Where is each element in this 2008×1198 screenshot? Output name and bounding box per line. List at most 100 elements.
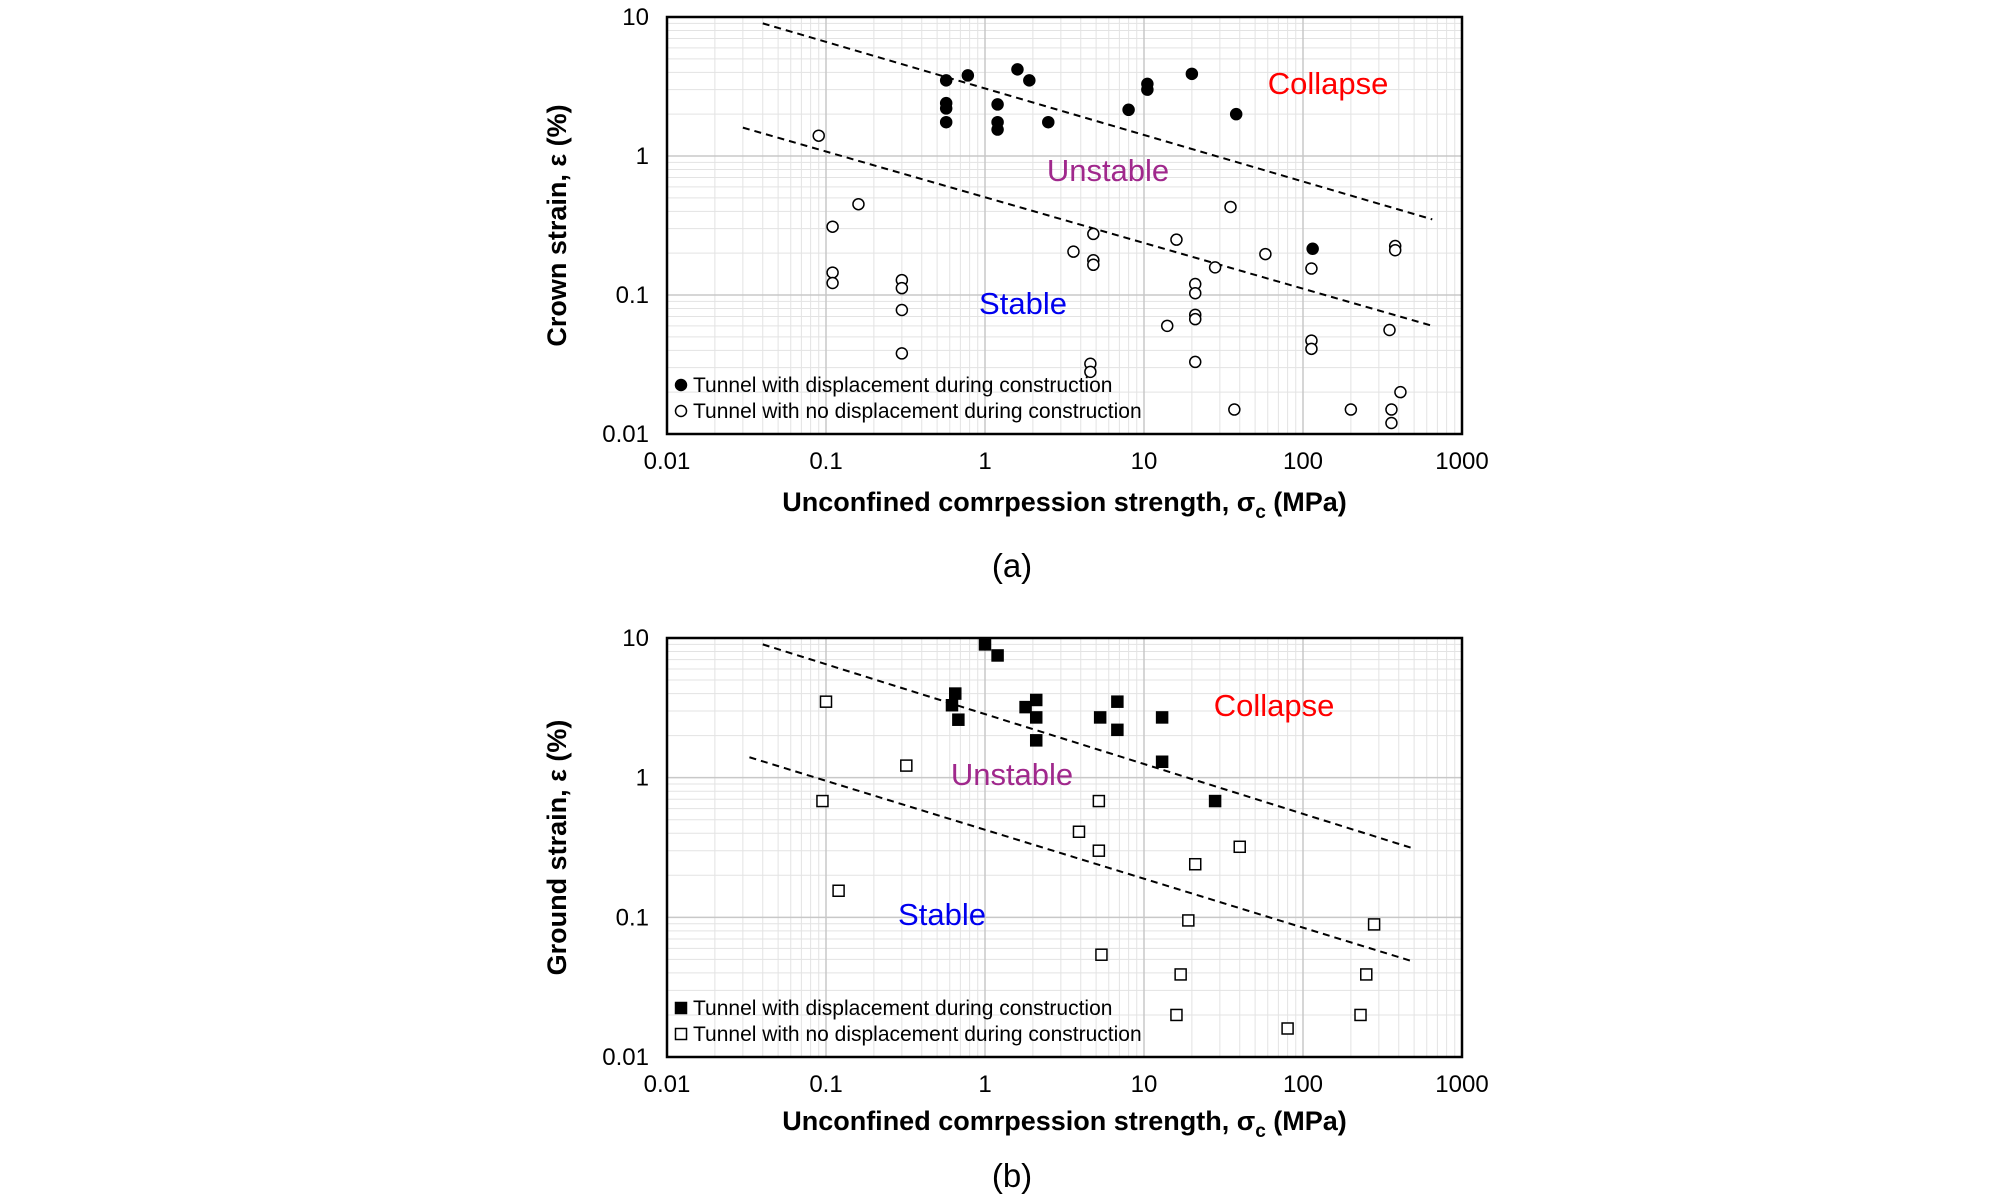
x-tick-label: 1000: [1435, 1071, 1488, 1098]
series-displacement: [945, 638, 1222, 808]
data-point: [1383, 323, 1396, 337]
data-point: [1224, 200, 1237, 214]
data-point: [1087, 227, 1100, 241]
data-point: [1188, 857, 1202, 871]
data-point: [1188, 355, 1202, 369]
data-point: [939, 74, 953, 87]
data-point: [1182, 914, 1195, 927]
data-point: [1360, 968, 1373, 981]
data-point: [991, 123, 1004, 136]
legend-marker: [674, 1027, 688, 1041]
x-tick-label: 0.01: [644, 448, 691, 475]
x-tick-label: 0.1: [809, 1071, 842, 1098]
region-label-stable: Stable: [898, 897, 986, 932]
data-point: [1188, 286, 1202, 300]
y-tick-label: 0.01: [602, 1044, 649, 1071]
data-point: [1305, 262, 1318, 275]
data-point: [1155, 755, 1169, 769]
data-point: [826, 276, 839, 290]
x-tick-label: 0.01: [644, 1071, 691, 1098]
region-label-unstable: Unstable: [1047, 153, 1169, 188]
data-point: [952, 713, 965, 726]
data-point: [1367, 918, 1381, 931]
y-axis-title: Ground strain, ε (%): [542, 720, 572, 976]
data-point: [826, 220, 839, 233]
data-point: [939, 115, 953, 129]
data-point: [895, 347, 909, 360]
legend-label: Tunnel with displacement during construc…: [693, 997, 1112, 1020]
data-point: [1160, 319, 1174, 333]
y-tick-label: 0.01: [602, 421, 649, 448]
y-tick-label: 1: [636, 143, 649, 170]
data-point: [1229, 107, 1243, 121]
region-label-collapse: Collapse: [1214, 688, 1335, 723]
data-point: [991, 649, 1004, 662]
plot-frame: [665, 636, 1464, 1059]
data-point: [1306, 242, 1319, 256]
x-tick-label: 100: [1283, 1071, 1323, 1098]
y-tick-label: 10: [622, 625, 649, 652]
data-point: [1092, 794, 1106, 808]
x-tick-label: 1: [978, 1071, 991, 1098]
data-point: [961, 69, 975, 82]
data-point: [819, 695, 833, 708]
data-point: [1385, 416, 1398, 430]
data-point: [1093, 711, 1107, 724]
data-point: [1029, 711, 1043, 724]
caption-b: (b): [992, 1157, 1032, 1194]
legend-marker: [674, 404, 688, 418]
region-label-stable: Stable: [979, 286, 1067, 321]
data-point: [1388, 243, 1402, 257]
series-no-displacement: [812, 129, 1407, 430]
data-point: [1029, 734, 1043, 747]
data-point: [939, 102, 953, 115]
y-tick-label: 0.1: [616, 282, 649, 309]
series-displacement: [939, 63, 1319, 256]
data-point: [1281, 1022, 1294, 1035]
data-point: [1029, 693, 1043, 707]
chart-panel-a: 0.01 0.1 1 10 100 1000 0.01 0.1 1 10 Unconfined co…: [542, 4, 1489, 523]
data-point: [1354, 1008, 1367, 1022]
data-point: [991, 98, 1004, 111]
plot-frame: [665, 15, 1464, 436]
data-point: [1141, 83, 1154, 96]
data-point: [1385, 403, 1398, 416]
series-no-displacement: [816, 695, 1381, 1035]
data-point: [1072, 825, 1086, 838]
x-axis-title: Unconfined comrpession strength, σc (MPa…: [782, 487, 1347, 523]
y-tick-label: 1: [636, 765, 649, 792]
region-label-unstable: Unstable: [951, 757, 1073, 792]
legend-label: Tunnel with no displacement during const…: [693, 1023, 1142, 1046]
data-point: [1170, 1008, 1183, 1022]
legend-marker: [674, 378, 688, 392]
data-point: [978, 638, 992, 651]
data-point: [1394, 385, 1407, 399]
data-point: [1185, 67, 1199, 81]
data-point: [1188, 312, 1202, 326]
boundary-line: [762, 643, 1415, 850]
data-point: [852, 197, 865, 211]
boundary-line: [762, 22, 1433, 221]
data-point: [1208, 794, 1222, 808]
data-point: [832, 884, 845, 898]
data-point: [1092, 844, 1106, 857]
data-point: [1170, 233, 1183, 246]
x-tick-label: 1: [978, 448, 991, 475]
y-axis-title: Crown strain, ε (%): [542, 104, 572, 346]
data-point: [1122, 103, 1135, 117]
data-point: [1067, 245, 1080, 258]
x-tick-label: 100: [1283, 448, 1323, 475]
data-point: [945, 698, 959, 712]
x-tick-label: 10: [1131, 448, 1158, 475]
data-point: [900, 759, 913, 772]
data-point: [1174, 968, 1187, 981]
x-tick-label: 1000: [1435, 448, 1488, 475]
data-point: [895, 303, 909, 317]
data-point: [895, 281, 909, 295]
y-tick-label: 0.1: [616, 904, 649, 931]
caption-a: (a): [992, 547, 1032, 584]
x-axis-title: Unconfined comrpession strength, σc (MPa…: [782, 1106, 1347, 1142]
legend-label: Tunnel with displacement during construc…: [693, 374, 1112, 397]
data-point: [1344, 403, 1358, 416]
